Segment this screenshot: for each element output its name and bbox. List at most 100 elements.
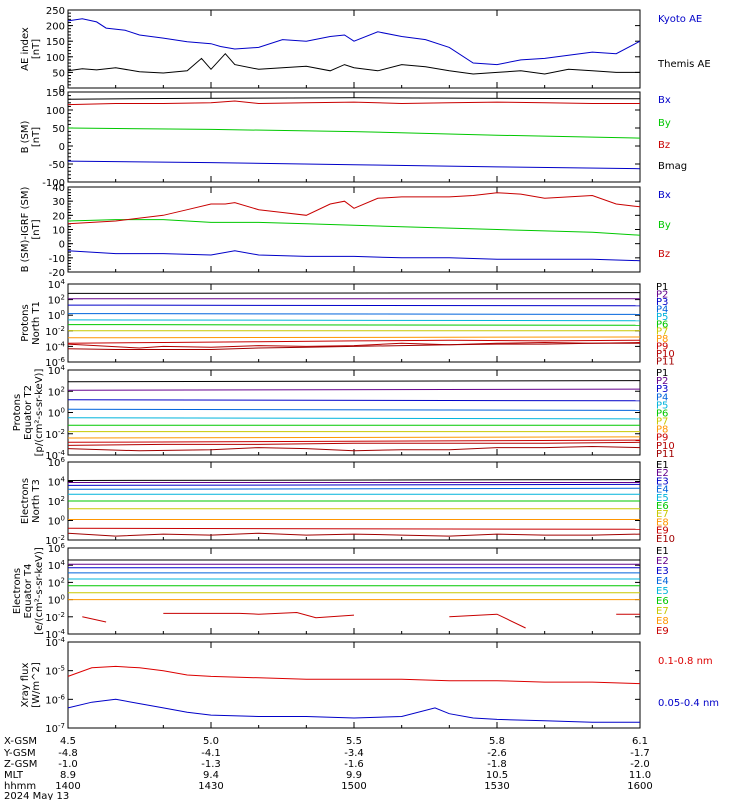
footer-value: -3.4 bbox=[344, 748, 364, 759]
legend-themis-ae: Themis AE bbox=[657, 59, 711, 70]
y-axis-label: B (SM)-IGRF (SM) bbox=[20, 187, 31, 273]
panel-4 bbox=[67, 283, 641, 363]
series-bx bbox=[67, 250, 641, 262]
y-tick-label: 250 bbox=[46, 6, 65, 17]
y-tick-label: 40 bbox=[52, 183, 65, 194]
legend-p11: P11 bbox=[656, 449, 675, 460]
y-axis-label: Electrons bbox=[20, 478, 31, 524]
y-axis-label: AE index bbox=[20, 27, 31, 71]
y-tick-label: 106 bbox=[48, 542, 66, 555]
legend-p2: P2 bbox=[656, 376, 668, 387]
legend-bmag: Bmag bbox=[658, 161, 687, 172]
series-bx bbox=[67, 160, 641, 170]
footer-value: -1.8 bbox=[487, 759, 507, 770]
footer-label-x-gsm: X-GSM bbox=[4, 736, 37, 747]
y-tick-label: 10-2 bbox=[45, 611, 65, 624]
series-kyoto-ae bbox=[67, 18, 641, 66]
y-tick-label: 50 bbox=[52, 124, 65, 135]
footer-value: 1430 bbox=[198, 781, 223, 792]
y-axis-label: Protons bbox=[20, 304, 31, 341]
footer-value: 8.9 bbox=[60, 770, 76, 781]
footer-label-mlt: MLT bbox=[4, 770, 24, 781]
y-tick-label: 20 bbox=[52, 211, 65, 222]
series-p10 bbox=[67, 341, 641, 349]
series-p11 bbox=[67, 445, 641, 452]
y-tick-label: 10-4 bbox=[45, 628, 65, 641]
y-tick-label: 102 bbox=[48, 576, 65, 589]
series-e9 bbox=[82, 611, 640, 629]
y-axis-label: [nT] bbox=[31, 219, 42, 239]
y-tick-label: 10 bbox=[52, 226, 65, 237]
y-tick-label: 10-2 bbox=[45, 534, 65, 547]
y-tick-label: 100 bbox=[46, 106, 65, 117]
legend-bz: Bz bbox=[658, 140, 670, 151]
footer-value: -4.8 bbox=[58, 748, 78, 759]
footer-value: -2.6 bbox=[487, 748, 507, 759]
footer-value: 1600 bbox=[627, 781, 652, 792]
series-p11 bbox=[67, 342, 640, 350]
y-tick-label: 10-2 bbox=[45, 325, 65, 338]
footer-value: 9.9 bbox=[346, 770, 362, 781]
y-axis-label: B (SM) bbox=[20, 120, 31, 153]
panel-frame bbox=[67, 547, 641, 635]
series-by bbox=[67, 219, 641, 236]
legend-e1: E1 bbox=[656, 460, 669, 471]
legend-bx: Bx bbox=[658, 190, 671, 201]
series-p8 bbox=[67, 336, 641, 339]
series-themis-ae bbox=[67, 52, 640, 75]
y-tick-label: 10-5 bbox=[45, 665, 65, 678]
footer-label-y-gsm: Y-GSM bbox=[3, 748, 36, 759]
y-axis-label: North T3 bbox=[31, 479, 42, 523]
footer-value: 9.4 bbox=[203, 770, 219, 781]
series-e10 bbox=[67, 532, 641, 537]
series-bz bbox=[67, 100, 640, 106]
legend-p9: P9 bbox=[656, 342, 668, 353]
legend-0-05-0-4-nm: 0.05-0.4 nm bbox=[658, 698, 719, 709]
legend-p4: P4 bbox=[656, 392, 668, 403]
legend-e6: E6 bbox=[656, 501, 669, 512]
y-axis-label: Xray flux bbox=[20, 663, 31, 708]
y-axis-label: [nT] bbox=[31, 39, 42, 59]
footer-value: 5.5 bbox=[346, 736, 362, 747]
series-e9 bbox=[67, 527, 641, 530]
legend-bx: Bx bbox=[658, 95, 671, 106]
footer-value: 10.5 bbox=[486, 770, 508, 781]
series-by bbox=[67, 127, 641, 139]
y-tick-label: 100 bbox=[48, 515, 65, 528]
panel-6 bbox=[67, 461, 641, 541]
series-p5 bbox=[67, 417, 641, 420]
footer-value: 1400 bbox=[55, 781, 80, 792]
y-axis-label: Equator T2 bbox=[23, 385, 34, 440]
footer-value: -1.7 bbox=[630, 748, 650, 759]
legend-e3: E3 bbox=[656, 476, 669, 487]
panel-frame bbox=[67, 9, 641, 89]
y-axis-label: [nT] bbox=[31, 127, 42, 147]
legend-kyoto-ae: Kyoto AE bbox=[658, 14, 702, 25]
panel-8 bbox=[67, 641, 641, 729]
series-e1 bbox=[67, 479, 641, 481]
legend-p3: P3 bbox=[656, 384, 668, 395]
panel-frame bbox=[67, 283, 641, 363]
legend-e4: E4 bbox=[656, 485, 669, 496]
y-axis-label: Electrons bbox=[12, 568, 23, 614]
y-tick-label: 104 bbox=[48, 364, 66, 377]
legend-e8: E8 bbox=[656, 616, 669, 627]
footer-value: -1.6 bbox=[344, 759, 364, 770]
series-bz bbox=[67, 192, 641, 225]
legend-e8: E8 bbox=[656, 517, 669, 528]
footer-value: 11.0 bbox=[629, 770, 651, 781]
panel-frame bbox=[67, 641, 641, 729]
footer-value: -1.0 bbox=[58, 759, 78, 770]
series-p3 bbox=[67, 304, 641, 307]
footer-value: 1530 bbox=[484, 781, 509, 792]
y-tick-label: 10-6 bbox=[45, 356, 65, 369]
y-tick-label: 100 bbox=[46, 53, 65, 64]
legend-e2: E2 bbox=[656, 556, 669, 567]
legend-p9: P9 bbox=[656, 433, 668, 444]
footer-label-hhmm: hhmm bbox=[4, 781, 36, 792]
legend-e6: E6 bbox=[656, 596, 669, 607]
footer-value: 5.8 bbox=[489, 736, 505, 747]
y-tick-label: 10-6 bbox=[45, 693, 65, 706]
legend-p8: P8 bbox=[656, 425, 668, 436]
panel-1 bbox=[67, 9, 641, 89]
